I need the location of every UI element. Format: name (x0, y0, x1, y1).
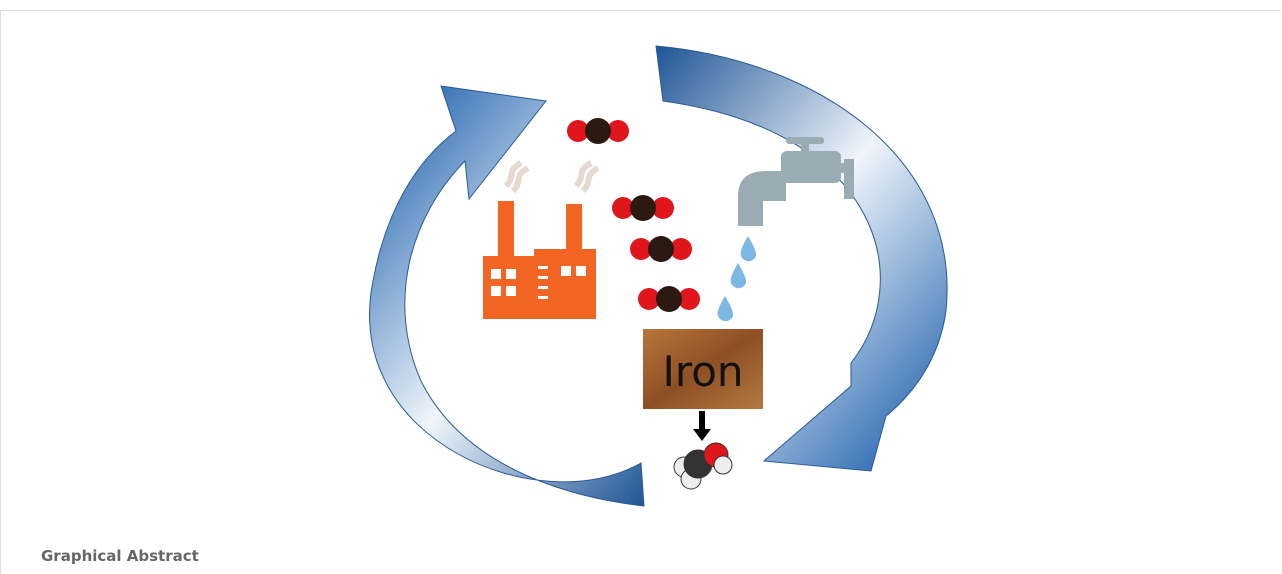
co2-molecules (567, 118, 700, 312)
caption: Graphical Abstract (41, 547, 199, 565)
iron-label: Iron (662, 347, 743, 396)
factory (483, 160, 600, 319)
iron-block (643, 329, 763, 409)
figure-frame: Iron Graphical Abstract (0, 10, 1281, 574)
graphical-abstract: Iron (369, 45, 948, 507)
methanol-molecule (673, 442, 733, 490)
down-arrow (693, 411, 711, 441)
faucet (738, 137, 854, 226)
water-drops (717, 236, 757, 322)
cycle-arrow (369, 85, 645, 507)
